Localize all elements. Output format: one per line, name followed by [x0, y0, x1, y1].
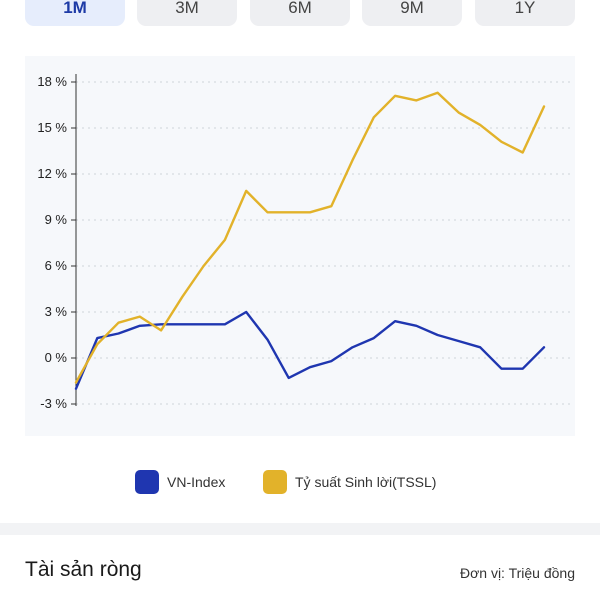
chart-legend: VN-Index Tỷ suất Sinh lời(TSSL): [0, 466, 600, 496]
section-divider: [0, 523, 600, 535]
y-tick-label: 15 %: [37, 120, 67, 135]
legend-label-vn-index: VN-Index: [167, 474, 226, 490]
y-tick-label: 18 %: [37, 74, 67, 89]
legend-item-vn-index[interactable]: VN-Index: [135, 470, 225, 494]
legend-swatch-vn-index: [135, 470, 159, 494]
performance-line-chart: 18 % 15 % 12 % 9 % 6 % 3 % 0 % -3 %: [37, 74, 572, 411]
y-tick-label: 6 %: [45, 258, 68, 273]
legend-item-tssl[interactable]: Tỷ suất Sinh lời(TSSL): [263, 470, 436, 494]
tab-1m[interactable]: 1M: [25, 0, 125, 26]
tab-6m[interactable]: 6M: [250, 0, 350, 26]
y-tick-label: 3 %: [45, 304, 68, 319]
legend-swatch-tssl: [263, 470, 287, 494]
y-tick-label: -3 %: [40, 396, 67, 411]
y-tick-label: 9 %: [45, 212, 68, 227]
tab-9m[interactable]: 9M: [362, 0, 462, 26]
legend-label-tssl: Tỷ suất Sinh lời(TSSL): [295, 474, 437, 490]
series-line-tssl: [74, 91, 546, 384]
series-line-vn-index: [74, 310, 546, 390]
tab-1y[interactable]: 1Y: [475, 0, 575, 26]
tab-3m[interactable]: 3M: [137, 0, 237, 26]
y-tick-label: 12 %: [37, 166, 67, 181]
y-tick-label: 0 %: [45, 350, 68, 365]
section-title: Tài sản ròng: [25, 558, 142, 581]
period-tabs: 1M 3M 6M 9M 1Y: [0, 0, 600, 30]
unit-label: Đơn vị: Triệu đồng: [459, 565, 575, 581]
